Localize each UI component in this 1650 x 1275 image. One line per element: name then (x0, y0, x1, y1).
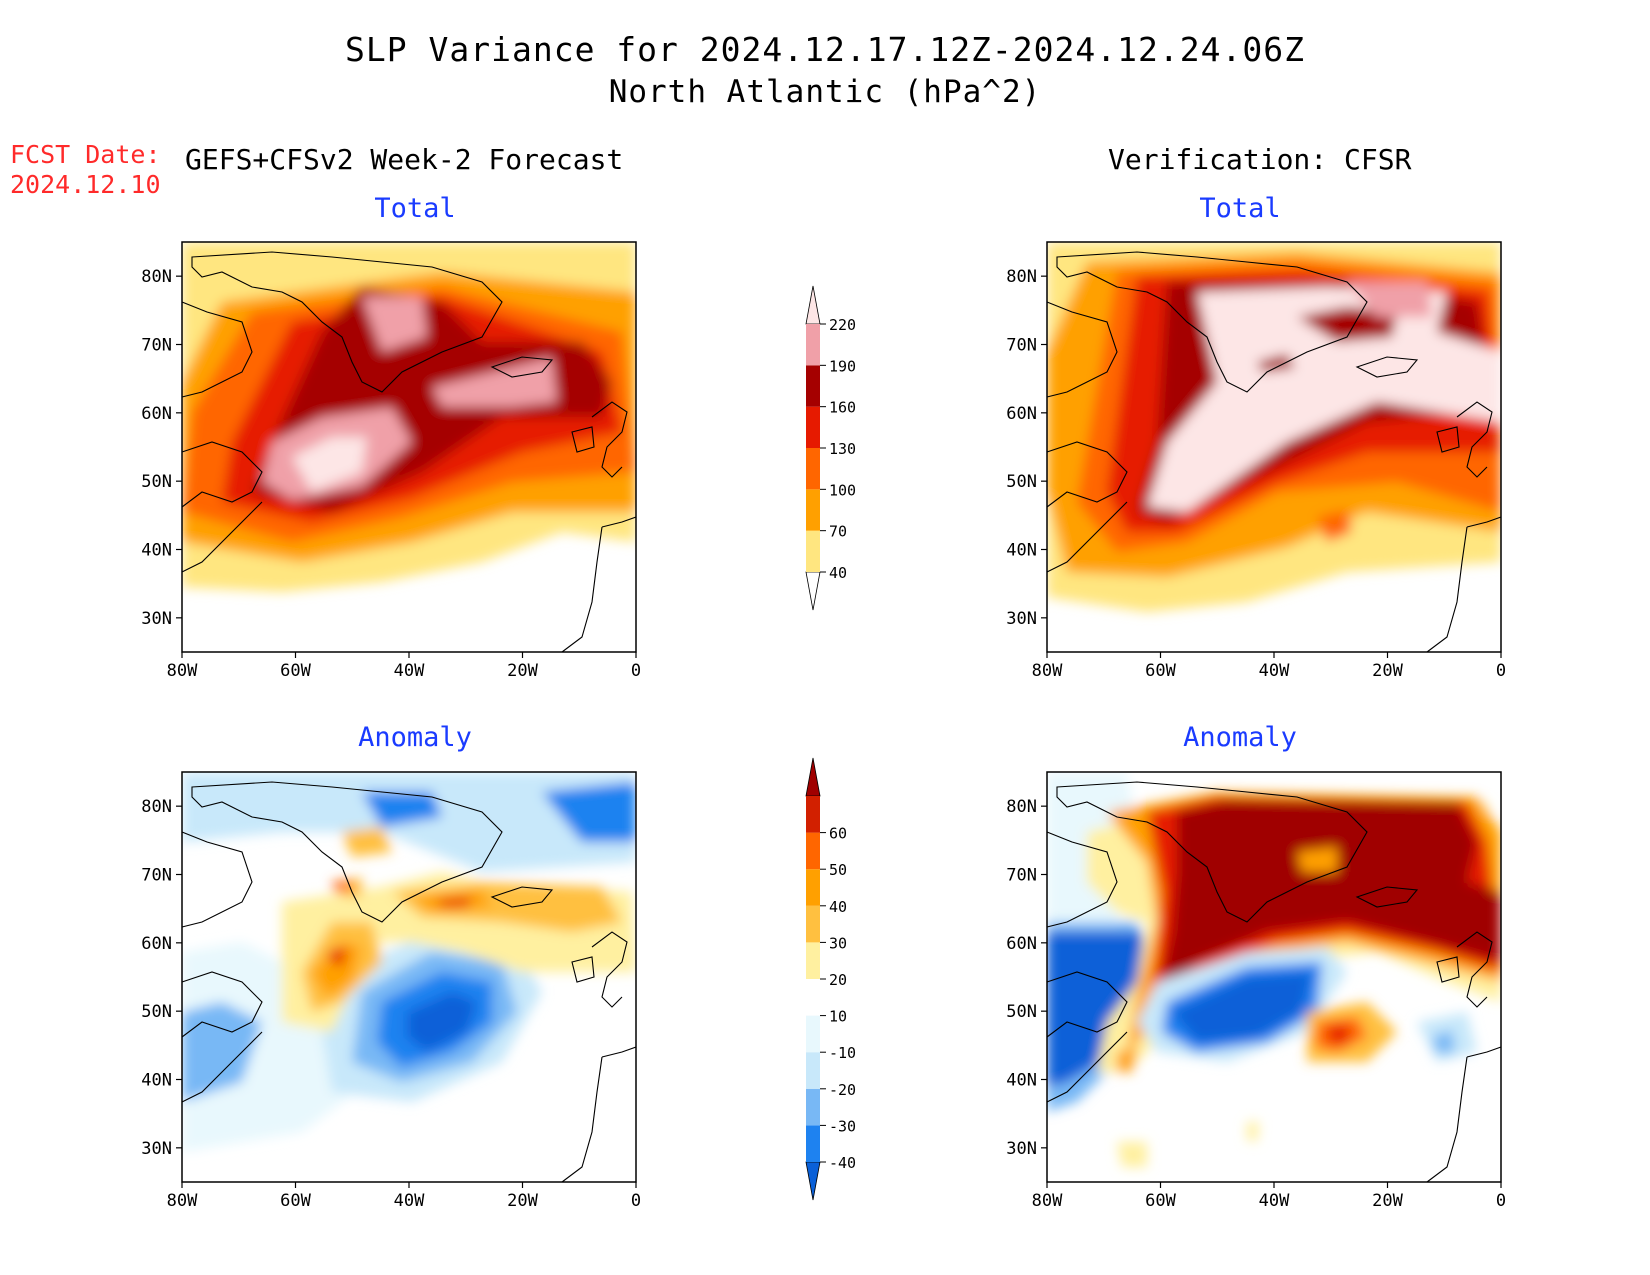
axis-labels: 80N 70N 60N 50N 40N 30N 80W 60W 40W 20W 0 80N 70N 60N… (141, 267, 1506, 1211)
lat-label: 60N (1006, 934, 1037, 954)
lon-label: 40W (394, 661, 425, 681)
colorbar-bottom-arrow (805, 571, 821, 611)
colorbar-label: 50 (829, 861, 847, 879)
colorbar-label: 220 (829, 316, 856, 334)
colorbar-swatch (806, 1052, 820, 1089)
lon-label: 20W (1372, 661, 1403, 681)
lat-label: 80N (141, 267, 172, 287)
lat-label: 40N (1006, 541, 1037, 561)
lat-label: 30N (1006, 1139, 1037, 1159)
verification-total-map (1046, 241, 1502, 653)
colorbar-label: 40 (829, 898, 847, 916)
lon-label: 60W (280, 661, 311, 681)
fc-total-title: Total (374, 193, 456, 224)
lon-label: 0 (631, 661, 641, 681)
colorbar-label: 190 (829, 357, 856, 375)
fcst-date-value: 2024.12.10 (10, 170, 161, 199)
colorbar-swatch (806, 530, 820, 572)
total-colorbar: 40 70 100 130 160 190 220 (805, 285, 856, 611)
colorbar-swatch (806, 1015, 820, 1053)
lon-label: 40W (394, 1191, 425, 1211)
verification-anomaly-map (1046, 771, 1502, 1183)
colorbar-swatch (806, 832, 820, 870)
lat-label: 30N (141, 609, 172, 629)
main-subtitle: North Atlantic (hPa^2) (608, 74, 1042, 110)
lon-label: 20W (1372, 1191, 1403, 1211)
lon-label: 60W (1145, 661, 1176, 681)
lat-label: 60N (141, 934, 172, 954)
colorbar-label: -20 (829, 1081, 856, 1099)
lon-label: 40W (1259, 1191, 1290, 1211)
colorbar-label: 40 (829, 564, 847, 582)
lat-label: 70N (1006, 866, 1037, 886)
lat-label: 70N (141, 336, 172, 356)
colorbar-top-arrow (805, 757, 821, 797)
lat-label: 50N (141, 472, 172, 492)
lon-label: 80W (167, 1191, 198, 1211)
colorbar-label: 100 (829, 481, 856, 499)
colorbar-label: 60 (829, 825, 847, 843)
colorbar-label: -30 (829, 1117, 856, 1135)
lat-label: 40N (1006, 1071, 1037, 1091)
colorbar-swatch (806, 406, 820, 448)
lat-label: 50N (141, 1002, 172, 1022)
colorbar-swatch (806, 324, 820, 366)
anomaly-colorbar: -40 -30 -20 -10 10 20 30 40 50 60 (805, 757, 856, 1201)
ver-total-title: Total (1199, 193, 1281, 224)
colorbar-swatch (806, 448, 820, 490)
forecast-anomaly-map (181, 771, 637, 1183)
forecast-total-map (181, 241, 637, 653)
colorbar-label: 30 (829, 934, 847, 952)
fc-anomaly-title: Anomaly (358, 722, 472, 753)
colorbar-swatch (806, 979, 820, 1016)
lat-label: 70N (141, 866, 172, 886)
lon-label: 60W (1145, 1191, 1176, 1211)
colorbar-swatch (806, 942, 820, 979)
colorbar-bottom-arrow (805, 1161, 821, 1201)
colorbar-label: 70 (829, 523, 847, 541)
colorbar-label: -10 (829, 1044, 856, 1062)
lat-label: 50N (1006, 472, 1037, 492)
lat-label: 80N (1006, 797, 1037, 817)
fcst-date-label: FCST Date: (10, 140, 161, 169)
lon-label: 40W (1259, 661, 1290, 681)
lat-label: 30N (141, 1139, 172, 1159)
lat-label: 60N (141, 404, 172, 424)
colorbar-top-arrow (805, 285, 821, 325)
colorbar-swatch (806, 489, 820, 531)
forecast-heading: GEFS+CFSv2 Week-2 Forecast (185, 143, 624, 176)
lon-label: 0 (631, 1191, 641, 1211)
lat-label: 40N (141, 1071, 172, 1091)
colorbar-swatch (806, 1125, 820, 1162)
lon-label: 20W (507, 1191, 538, 1211)
lon-label: 80W (1032, 1191, 1063, 1211)
lon-label: 20W (507, 661, 538, 681)
colorbar-swatch (806, 905, 820, 943)
verification-heading: Verification: CFSR (1108, 143, 1412, 176)
lat-label: 60N (1006, 404, 1037, 424)
lat-label: 40N (141, 541, 172, 561)
colorbar-label: -40 (829, 1154, 856, 1172)
colorbar-label: 10 (829, 1008, 847, 1026)
lat-label: 80N (1006, 267, 1037, 287)
lat-label: 80N (141, 797, 172, 817)
lon-label: 0 (1496, 1191, 1506, 1211)
lat-label: 30N (1006, 609, 1037, 629)
colorbar-swatch (806, 365, 820, 407)
colorbar-label: 130 (829, 440, 856, 458)
lat-label: 50N (1006, 1002, 1037, 1022)
colorbar-swatch (806, 1088, 820, 1126)
lon-label: 80W (1032, 661, 1063, 681)
ver-anomaly-title: Anomaly (1183, 722, 1297, 753)
colorbar-swatch (806, 869, 820, 906)
colorbar-label: 160 (829, 399, 856, 417)
lon-label: 60W (280, 1191, 311, 1211)
main-title: SLP Variance for 2024.12.17.12Z-2024.12.… (345, 30, 1305, 69)
lat-label: 70N (1006, 336, 1037, 356)
lon-label: 80W (167, 661, 198, 681)
colorbar-swatch (806, 796, 820, 833)
lon-label: 0 (1496, 661, 1506, 681)
colorbar-label: 20 (829, 971, 847, 989)
